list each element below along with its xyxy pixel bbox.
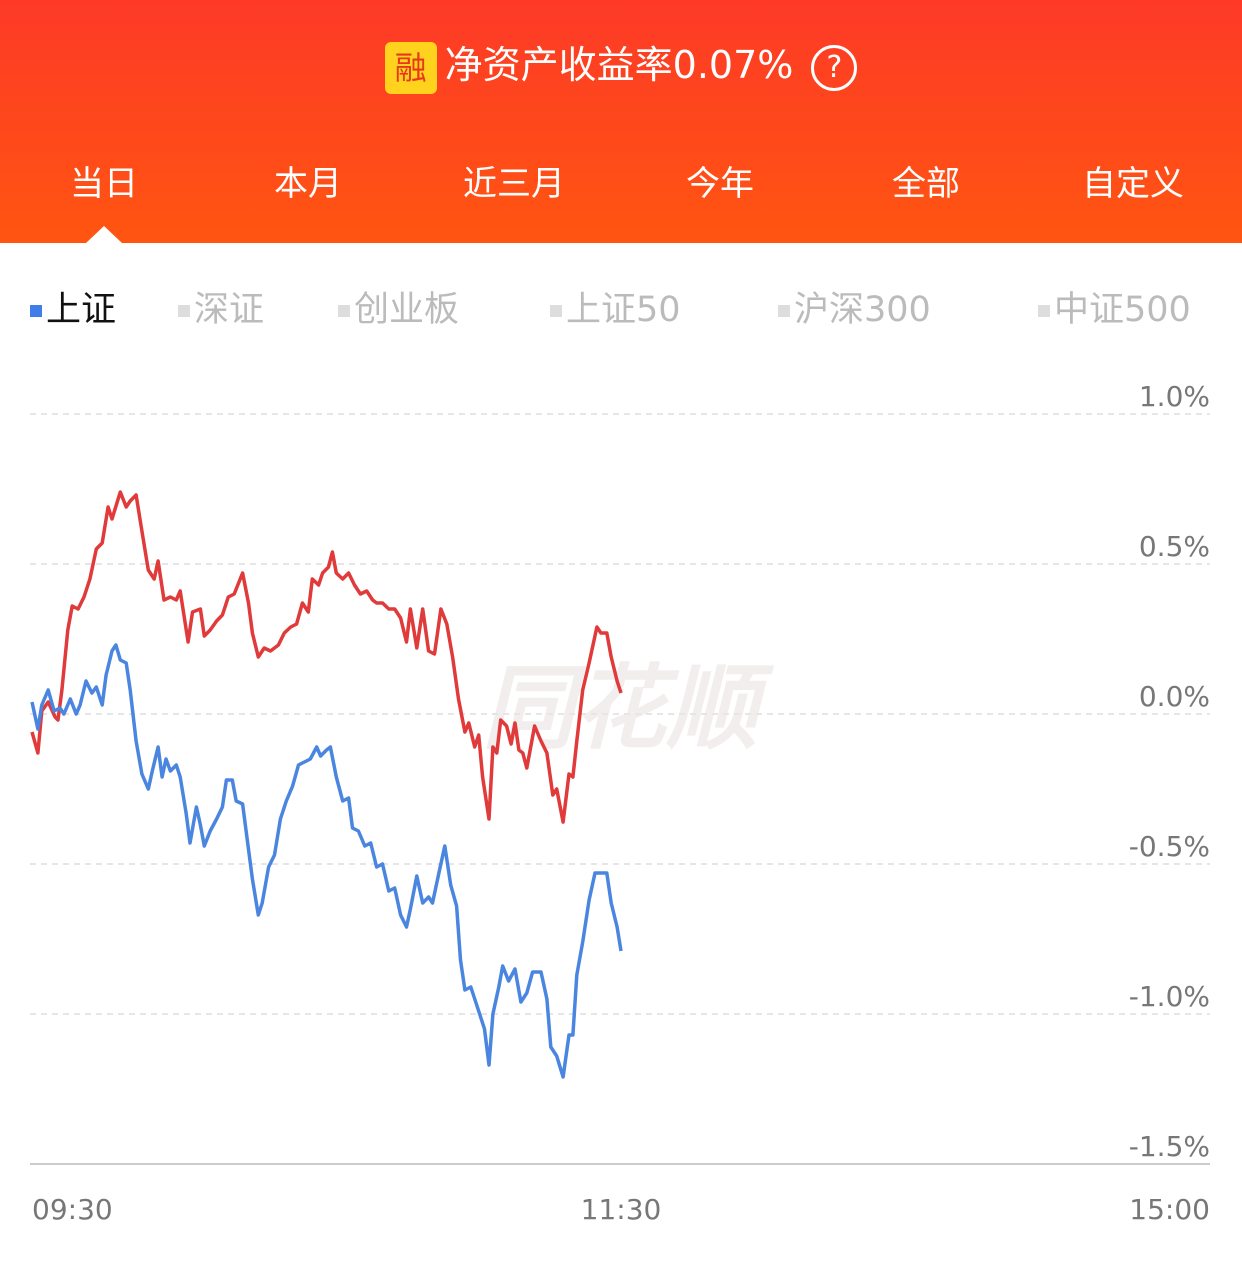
title-bar: 融净资产收益率0.07%? — [0, 38, 1242, 94]
y-tick-label: -1.5% — [1129, 1130, 1210, 1163]
index-swatch — [778, 305, 790, 317]
index-tab[interactable]: 上证 — [30, 286, 116, 334]
period-tab[interactable]: 今年 — [686, 164, 754, 204]
x-tick-label: 09:30 — [32, 1193, 113, 1226]
index-swatch — [30, 305, 42, 317]
index-label: 上证 — [46, 290, 117, 330]
help-icon[interactable]: ? — [811, 44, 858, 91]
y-tick-label: 0.5% — [1139, 530, 1210, 563]
index-tab[interactable]: 上证50 — [550, 286, 681, 334]
index-swatch — [178, 305, 190, 317]
series-line — [30, 490, 623, 824]
index-swatch — [1038, 305, 1050, 317]
tab-indicator — [86, 226, 122, 243]
y-tick-label: -0.5% — [1129, 830, 1210, 863]
index-label: 上证50 — [566, 290, 681, 330]
index-swatch — [338, 305, 350, 317]
y-tick-label: 1.0% — [1139, 380, 1210, 413]
index-tab[interactable]: 创业板 — [338, 286, 459, 334]
period-tab[interactable]: 自定义 — [1082, 164, 1184, 204]
badge: 融 — [384, 41, 437, 94]
index-label: 深证 — [194, 290, 265, 330]
series-line — [30, 643, 623, 1079]
y-tick-label: -1.0% — [1129, 980, 1210, 1013]
index-swatch — [550, 305, 562, 317]
index-tab[interactable]: 中证500 — [1038, 286, 1191, 334]
watermark: 同花顺 — [482, 655, 775, 762]
period-tab[interactable]: 近三月 — [463, 164, 565, 204]
index-label: 中证500 — [1054, 290, 1191, 330]
index-label: 沪深300 — [794, 290, 931, 330]
period-tab[interactable]: 全部 — [892, 164, 960, 204]
index-tab[interactable]: 深证 — [178, 286, 264, 334]
period-tab[interactable]: 本月 — [274, 164, 342, 204]
index-tab[interactable]: 沪深300 — [778, 286, 931, 334]
index-label: 创业板 — [354, 290, 460, 330]
x-tick-label: 11:30 — [581, 1193, 662, 1226]
x-tick-label: 15:00 — [1129, 1193, 1210, 1226]
header: 融净资产收益率0.07%? 当日 本月 近三月 今年 全部 自定义 — [0, 0, 1242, 243]
period-tab[interactable]: 当日 — [70, 164, 138, 204]
y-tick-label: 0.0% — [1139, 680, 1210, 713]
title: 净资产收益率0.07% — [444, 43, 794, 87]
